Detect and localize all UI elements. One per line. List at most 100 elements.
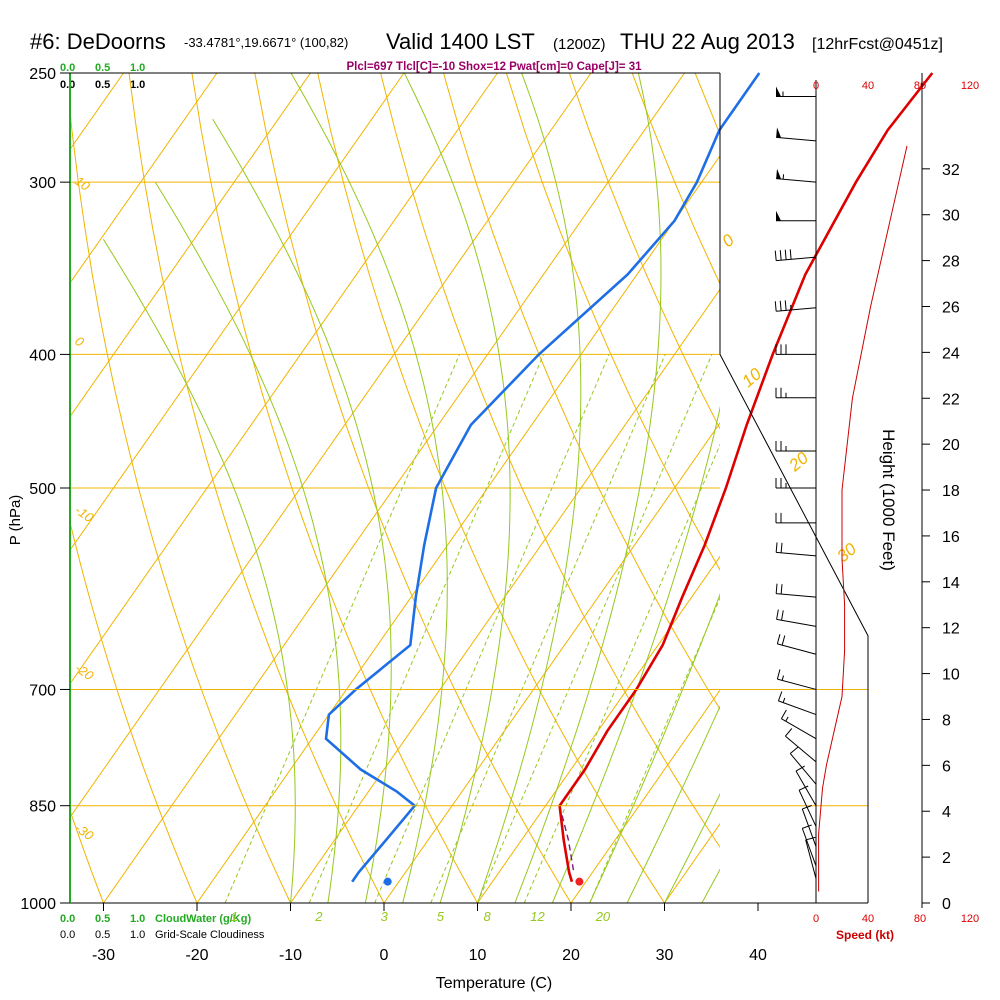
height-tick-label: 14 <box>942 575 960 592</box>
mixing-ratio-line <box>374 354 610 903</box>
valid-date: THU 22 Aug 2013 <box>620 29 795 54</box>
pressure-tick-label: 700 <box>29 682 56 699</box>
wind-barb-full <box>776 634 781 644</box>
isotherm-line <box>70 73 498 685</box>
moist-adiabat-line <box>102 238 296 903</box>
cloud-bottom-black-0: 0.0 <box>60 929 75 941</box>
wind-barb-staff <box>801 828 817 867</box>
wind-barb <box>776 168 817 183</box>
wind-barb <box>775 583 817 598</box>
pressure-tick-label: 250 <box>29 66 56 83</box>
wind-barb <box>774 249 817 262</box>
wind-barb-full <box>802 805 812 810</box>
cloud-top-green-2: 1.0 <box>130 62 145 74</box>
wind-barb-full <box>774 250 777 261</box>
wind-barb-full <box>781 610 784 621</box>
wind-barb-half <box>781 675 784 681</box>
mixing-ratio-line <box>224 354 460 903</box>
dry-adiabat-line <box>317 73 665 903</box>
temperature-tick-label: 10 <box>469 947 487 964</box>
speed-tick-top: 0 <box>813 80 819 92</box>
wind-barb <box>801 824 817 867</box>
wind-barb-full <box>779 300 782 311</box>
cloud-bottom-green-2: 1.0 <box>130 913 145 925</box>
mixing-ratio-label: 3 <box>381 909 389 924</box>
isotherm-line <box>70 73 311 418</box>
station-title: #6: DeDoorns <box>30 29 166 54</box>
wind-barb-flag <box>776 168 782 180</box>
temperature-tick-label: 20 <box>562 947 580 964</box>
isotherm-line <box>290 288 720 903</box>
cloud-top-black-1: 0.5 <box>95 79 110 91</box>
wind-barb-full <box>776 669 781 680</box>
wind-barb-staff <box>805 839 817 879</box>
cloudwater-label: CloudWater (g/Kg) <box>155 913 251 925</box>
temperature-tick-label: -20 <box>185 947 208 964</box>
mixing-ratio-label: 20 <box>595 909 611 924</box>
cloud-top-black-0: 0.0 <box>60 79 75 91</box>
wind-barb <box>776 210 816 222</box>
wind-barb-staff <box>776 178 817 183</box>
mixing-ratio-label: 1 <box>231 909 238 924</box>
height-tick-label: 24 <box>942 345 960 362</box>
wind-barb-staff <box>776 136 817 142</box>
cloud-top-green-0: 0.0 <box>60 62 75 74</box>
moist-adiabat-line <box>477 73 582 903</box>
wind-barb-staff <box>777 678 817 690</box>
height-tick-label: 0 <box>942 896 951 913</box>
wind-barb-full <box>780 709 787 719</box>
wind-barb <box>775 478 816 489</box>
wind-barb-full <box>780 542 783 553</box>
height-tick-label: 12 <box>942 621 960 638</box>
wind-barb-half <box>782 697 786 703</box>
height-tick-label: 18 <box>942 483 960 500</box>
wind-barb-full <box>780 584 783 595</box>
isotherm-line <box>0 73 30 903</box>
indices-line: Plcl=697 Tlcl[C]=-10 Shox=12 Pwat[cm]=0 … <box>347 61 643 73</box>
wind-barb-staff <box>798 790 817 827</box>
pressure-tick-label: 300 <box>29 175 56 192</box>
wind-barb-staff <box>776 307 817 312</box>
adiabat-label: 0 <box>718 230 738 251</box>
dry-adiabat-line <box>505 73 720 571</box>
utc-time: (1200Z) <box>553 36 606 53</box>
wind-barb <box>776 127 817 142</box>
wind-barb-full <box>774 301 777 312</box>
wind-barb-full <box>784 249 787 260</box>
wind-barb-flag <box>776 210 781 221</box>
temperature-tick-label: 40 <box>749 947 767 964</box>
wind-barb <box>798 785 817 827</box>
height-tick-label: 8 <box>942 712 951 729</box>
isotherm-line <box>70 73 218 284</box>
isotherm-line <box>103 73 685 903</box>
dry-adiabat-line <box>380 73 720 849</box>
mixing-ratio-line <box>523 443 720 903</box>
temperature-tick-label: -10 <box>279 947 302 964</box>
wind-barb-full <box>776 609 779 620</box>
pressure-tick-label: 1000 <box>20 896 56 913</box>
isotherm-line <box>477 555 720 903</box>
wind-barb-full <box>789 249 792 260</box>
mixing-ratio-label: 2 <box>314 909 323 924</box>
isotherm-label: -10 <box>72 502 97 526</box>
wind-barb-full <box>798 785 809 791</box>
valid-time: Valid 1400 LST <box>386 29 535 54</box>
wind-barb-staff <box>777 643 817 655</box>
wind-barb-staff <box>778 700 817 716</box>
cloud-bottom-green-0: 0.0 <box>60 913 75 925</box>
cloud-bottom-green-1: 0.5 <box>95 913 110 925</box>
pressure-tick-label: 400 <box>29 347 56 364</box>
mixing-ratio-line <box>308 354 545 903</box>
height-tick-label: 22 <box>942 391 960 408</box>
wind-barb <box>775 512 816 524</box>
isotherm-label: 0 <box>72 333 87 350</box>
temperature-tick-label: -30 <box>92 947 115 964</box>
wind-barb-staff <box>801 808 817 847</box>
speed-tick-bottom: 0 <box>813 913 819 925</box>
dry-adiabat-line <box>70 520 198 903</box>
isotherm-label: 10 <box>72 173 93 194</box>
wind-barb-staff <box>776 256 817 262</box>
cloud-bottom-black-1: 0.5 <box>95 929 110 941</box>
